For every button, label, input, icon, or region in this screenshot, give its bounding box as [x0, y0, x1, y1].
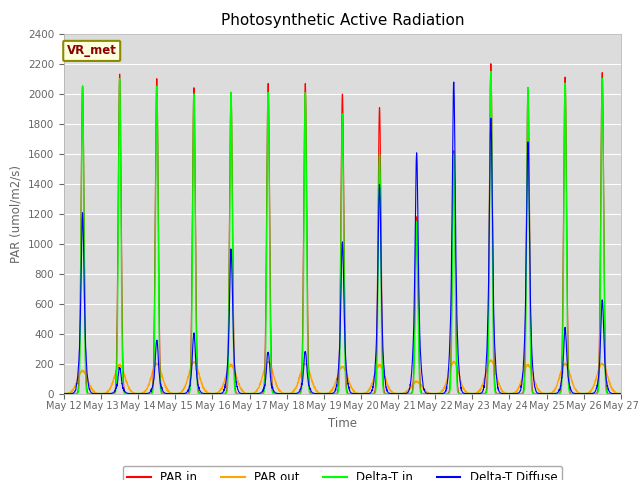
X-axis label: Time: Time [328, 417, 357, 430]
Text: VR_met: VR_met [67, 44, 116, 58]
Legend: PAR in, PAR out, Delta-T in, Delta-T Diffuse: PAR in, PAR out, Delta-T in, Delta-T Dif… [123, 466, 562, 480]
Title: Photosynthetic Active Radiation: Photosynthetic Active Radiation [221, 13, 464, 28]
Y-axis label: PAR (umol/m2/s): PAR (umol/m2/s) [10, 165, 22, 263]
